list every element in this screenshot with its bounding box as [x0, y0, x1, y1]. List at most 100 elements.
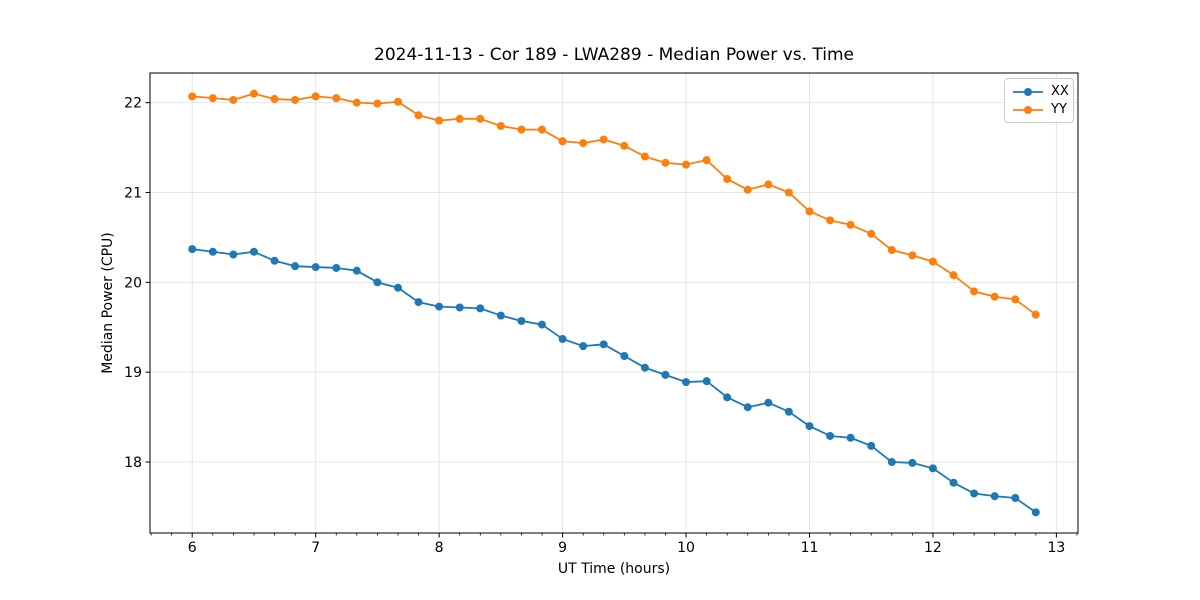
data-point-xx — [311, 263, 320, 272]
data-point-xx — [826, 431, 835, 440]
x-tick-label: 10 — [677, 540, 695, 556]
series-line-xx — [191, 248, 1037, 514]
data-point-yy — [990, 292, 999, 301]
data-point-yy — [373, 99, 382, 108]
data-point-xx — [620, 352, 629, 361]
series-line-yy — [191, 92, 1037, 316]
data-point-yy — [249, 89, 258, 98]
data-point-xx — [702, 377, 711, 386]
data-point-yy — [682, 160, 691, 169]
data-point-yy — [949, 271, 958, 280]
data-point-xx — [928, 464, 937, 473]
data-point-yy — [805, 207, 814, 216]
data-point-xx — [682, 378, 691, 387]
data-point-yy — [599, 135, 608, 144]
data-point-yy — [908, 251, 917, 260]
data-point-yy — [291, 95, 300, 104]
data-point-xx — [414, 298, 423, 307]
data-point-yy — [661, 158, 670, 167]
plot-border — [149, 72, 1079, 534]
data-point-yy — [846, 220, 855, 229]
data-point-xx — [743, 403, 752, 412]
data-point-xx — [990, 492, 999, 501]
data-point-xx — [661, 370, 670, 379]
data-point-xx — [1031, 508, 1040, 517]
data-point-xx — [476, 304, 485, 313]
y-tick-label: 20 — [124, 275, 142, 291]
data-point-xx — [599, 340, 608, 349]
data-point-xx — [537, 320, 546, 329]
data-point-yy — [579, 139, 588, 148]
legend-item-xx: XX — [1012, 84, 1069, 99]
x-tick-label: 12 — [924, 540, 942, 556]
data-point-xx — [846, 433, 855, 442]
data-point-xx — [496, 311, 505, 320]
data-point-yy — [970, 287, 979, 296]
y-tick-label: 21 — [124, 185, 142, 201]
data-point-xx — [887, 458, 896, 467]
data-point-yy — [558, 137, 567, 146]
x-tick-label: 6 — [188, 540, 197, 556]
data-point-yy — [640, 152, 649, 161]
y-tick-label: 22 — [124, 96, 142, 112]
data-point-yy — [311, 92, 320, 101]
legend-swatch-xx — [1013, 87, 1043, 96]
data-point-xx — [867, 441, 876, 450]
legend: XX YY — [1004, 78, 1074, 123]
data-point-xx — [270, 256, 279, 265]
data-point-yy — [455, 114, 464, 123]
data-point-yy — [826, 216, 835, 225]
legend-label-yy: YY — [1051, 102, 1067, 117]
y-axis-label: Median Power (CPU) — [100, 232, 116, 374]
data-point-xx — [188, 245, 197, 254]
data-point-xx — [723, 393, 732, 402]
data-point-xx — [332, 263, 341, 272]
data-point-xx — [435, 302, 444, 311]
data-point-yy — [435, 116, 444, 125]
data-point-xx — [394, 283, 403, 292]
x-axis-label: UT Time (hours) — [557, 561, 671, 577]
x-tick-label: 8 — [435, 540, 444, 556]
legend-label-xx: XX — [1051, 84, 1069, 99]
x-tick-label: 7 — [311, 540, 320, 556]
x-tick-label: 11 — [801, 540, 819, 556]
data-point-yy — [723, 175, 732, 184]
data-point-xx — [291, 262, 300, 271]
data-point-yy — [517, 125, 526, 134]
data-point-yy — [476, 114, 485, 123]
data-point-xx — [1011, 493, 1020, 502]
data-point-yy — [208, 94, 217, 103]
y-tick-label: 19 — [124, 365, 142, 381]
data-point-xx — [970, 489, 979, 498]
data-point-yy — [784, 188, 793, 197]
legend-item-yy: YY — [1012, 102, 1067, 117]
data-point-yy — [229, 95, 238, 104]
data-point-yy — [1011, 295, 1020, 304]
chart-title: 2024-11-13 - Cor 189 - LWA289 - Median P… — [374, 45, 854, 65]
data-point-xx — [784, 407, 793, 416]
x-tick-label: 9 — [558, 540, 567, 556]
data-point-yy — [764, 180, 773, 189]
data-point-xx — [908, 458, 917, 467]
data-point-yy — [394, 97, 403, 106]
x-tick-label: 13 — [1047, 540, 1065, 556]
data-point-xx — [517, 316, 526, 325]
data-point-yy — [743, 185, 752, 194]
data-point-yy — [188, 92, 197, 101]
data-point-xx — [579, 342, 588, 351]
legend-marker-xx-icon — [1024, 87, 1032, 96]
legend-swatch-yy — [1013, 105, 1043, 114]
data-point-yy — [620, 141, 629, 150]
data-point-xx — [455, 303, 464, 312]
data-point-yy — [867, 229, 876, 238]
data-point-yy — [270, 95, 279, 104]
data-point-xx — [373, 278, 382, 287]
data-point-xx — [352, 266, 361, 275]
y-tick-label: 18 — [124, 455, 142, 471]
data-point-yy — [928, 257, 937, 266]
data-point-yy — [352, 98, 361, 107]
data-point-xx — [764, 398, 773, 407]
data-point-xx — [208, 247, 217, 256]
data-point-xx — [640, 363, 649, 372]
data-point-yy — [537, 125, 546, 134]
